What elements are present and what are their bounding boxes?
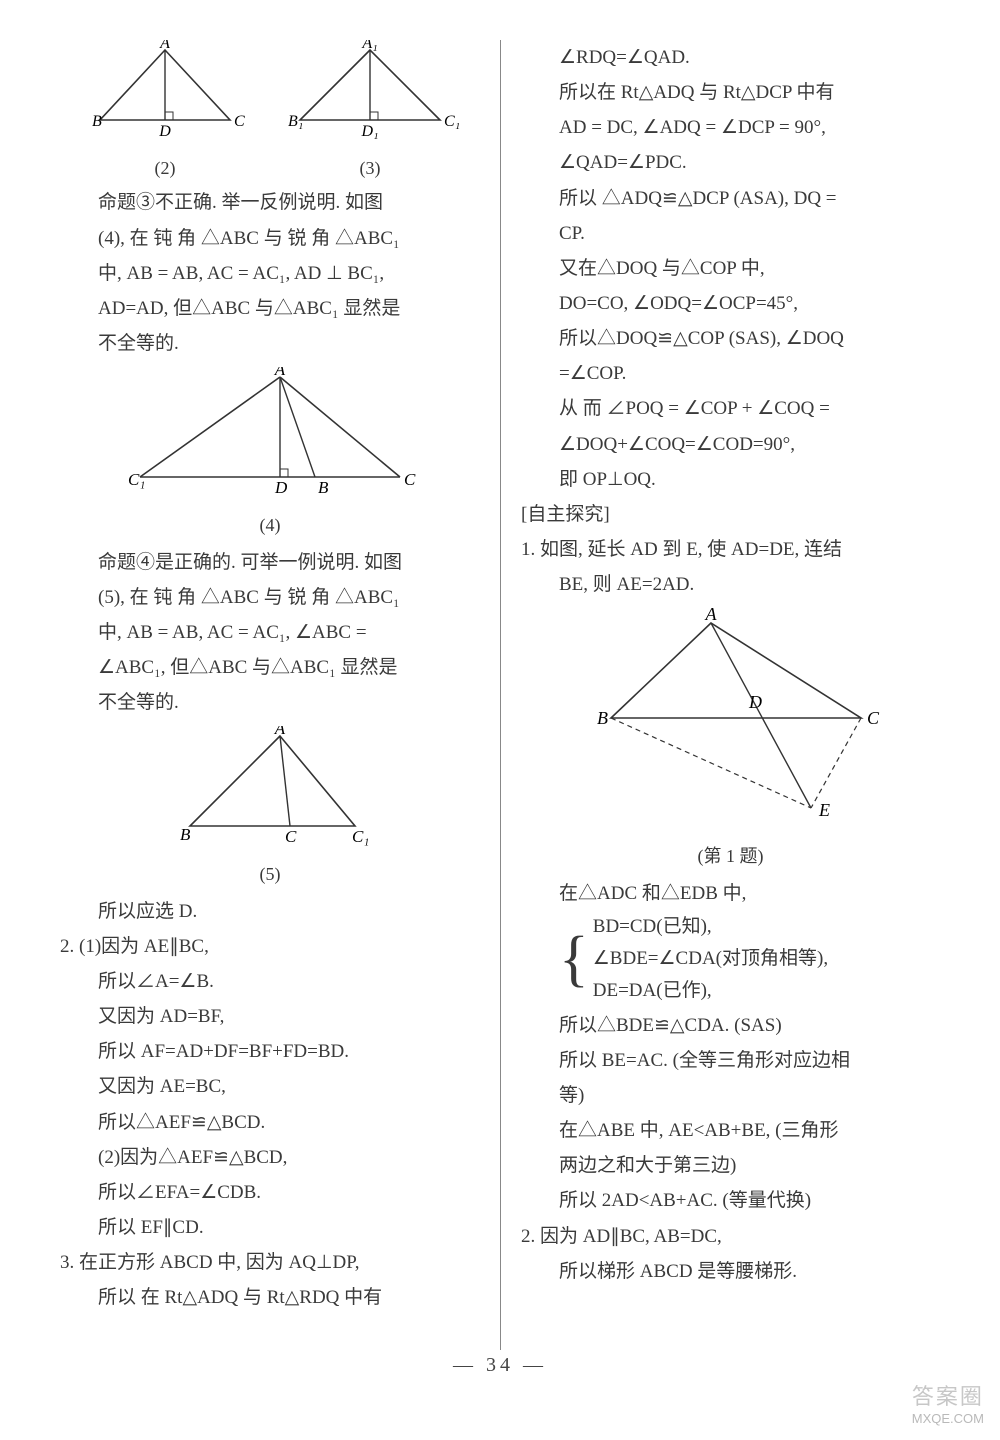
triangle-5-svg: A B C C₁ (160, 726, 380, 846)
svg-text:D: D (158, 123, 171, 140)
svg-text:C: C (867, 708, 880, 728)
page-number: — 34 — (60, 1354, 940, 1377)
figure-3-label: (3) (280, 152, 460, 185)
watermark-line1: 答案圈 (912, 1383, 984, 1412)
para-prop3-4: AD=AD, 但△ABC 与△ABC₁ 显然是 (60, 291, 480, 326)
rq1-line5: 所以 BE=AC. (全等三角形对应边相 (521, 1043, 940, 1078)
svg-text:B: B (597, 708, 608, 728)
para-prop3-3: 中, AB = AB, AC = AC₁, AD ⊥ BC₁, (60, 256, 480, 291)
r-line7: 又在△DOQ 与△COP 中, (521, 251, 940, 286)
r-line8: DO=CO, ∠ODQ=∠OCP=45°, (521, 286, 940, 321)
svg-text:A₁: A₁ (361, 40, 377, 52)
rq1-line3: 在△ADC 和△EDB 中, (521, 876, 940, 911)
left-column: A B C D (2) A₁ B₁ C₁ D₁ (60, 40, 500, 1350)
rq1-line1: 1. 如图, 延长 AD 到 E, 使 AD=DE, 连结 (521, 532, 940, 567)
triangle-2-svg: A B C D (80, 40, 250, 140)
r-line10: =∠COP. (521, 356, 940, 391)
q2-line5: 又因为 AE=BC, (60, 1069, 480, 1104)
right-column: ∠RDQ=∠QAD. 所以在 Rt△ADQ 与 Rt△DCP 中有 AD = D… (500, 40, 940, 1350)
r-line6: CP. (521, 216, 940, 251)
rq1-line2: BE, 则 AE=2AD. (521, 567, 940, 602)
page: A B C D (2) A₁ B₁ C₁ D₁ (0, 0, 1000, 1440)
svg-text:A: A (274, 726, 286, 738)
svg-text:B: B (92, 113, 102, 130)
figure-4-label: (4) (60, 509, 480, 542)
figure-5: A B C C₁ (5) (60, 726, 480, 891)
watermark: 答案圈 MXQE.COM (912, 1383, 984, 1428)
svg-text:C: C (285, 827, 297, 846)
r-line9: 所以△DOQ≌△COP (SAS), ∠DOQ (521, 321, 940, 356)
svg-text:D₁: D₁ (360, 123, 378, 140)
rq1-line4: 所以△BDE≌△CDA. (SAS) (521, 1008, 940, 1043)
case-lines: BD=CD(已知), ∠BDE=∠CDA(对顶角相等), DE=DA(已作), (593, 911, 828, 1008)
r-line11: 从 而 ∠POQ = ∠COP + ∠COQ = (521, 391, 940, 426)
q3-line1: 3. 在正方形 ABCD 中, 因为 AQ⊥DP, (60, 1245, 480, 1280)
svg-text:A: A (274, 367, 286, 379)
figure-2-label: (2) (80, 152, 250, 185)
q2-line1: 2. (1)因为 AE∥BC, (60, 929, 480, 964)
case-3: DE=DA(已作), (593, 975, 828, 1007)
columns: A B C D (2) A₁ B₁ C₁ D₁ (60, 40, 940, 1350)
para-prop3-2: (4), 在 钝 角 △ABC 与 锐 角 △ABC₁ (60, 221, 480, 256)
q2-line2: 所以∠A=∠B. (60, 964, 480, 999)
svg-text:C₁: C₁ (352, 827, 369, 846)
q2-line4: 所以 AF=AD+DF=BF+FD=BD. (60, 1034, 480, 1069)
svg-text:C₁: C₁ (444, 113, 460, 130)
figure-q1-label: (第 1 题) (521, 840, 940, 873)
figure-2: A B C D (2) (80, 40, 250, 185)
r-line3: AD = DC, ∠ADQ = ∠DCP = 90°, (521, 110, 940, 145)
para-prop4-4: ∠ABC₁, 但△ABC 与△ABC₁ 显然是 (60, 650, 480, 685)
triangle-3-svg: A₁ B₁ C₁ D₁ (280, 40, 460, 140)
figure-2-3-row: A B C D (2) A₁ B₁ C₁ D₁ (60, 40, 480, 185)
r-line1: ∠RDQ=∠QAD. (521, 40, 940, 75)
q2-line6: 所以△AEF≌△BCD. (60, 1105, 480, 1140)
svg-text:A: A (704, 608, 717, 624)
rq1-line6: 等) (521, 1078, 940, 1113)
rq2-line1: 2. 因为 AD∥BC, AB=DC, (521, 1219, 940, 1254)
svg-text:D: D (748, 692, 762, 712)
rq1-line7: 在△ABE 中, AE<AB+BE, (三角形 (521, 1113, 940, 1148)
q2-line8: 所以∠EFA=∠CDB. (60, 1175, 480, 1210)
case-2: ∠BDE=∠CDA(对顶角相等), (593, 943, 828, 975)
para-prop4-5: 不全等的. (60, 685, 480, 720)
triangle-q1-svg: A B C D E (571, 608, 891, 828)
q2-line3: 又因为 AD=BF, (60, 999, 480, 1034)
case-system: { BD=CD(已知), ∠BDE=∠CDA(对顶角相等), DE=DA(已作)… (521, 911, 940, 1008)
para-prop3-5: 不全等的. (60, 326, 480, 361)
watermark-line2: MXQE.COM (912, 1411, 984, 1428)
para-prop3-1: 命题③不正确. 举一反例说明. 如图 (60, 185, 480, 220)
svg-text:C: C (234, 113, 245, 130)
brace-icon: { (559, 928, 589, 990)
svg-text:B: B (318, 478, 329, 497)
figure-4: A C₁ D B C (4) (60, 367, 480, 542)
svg-text:B₁: B₁ (288, 113, 303, 130)
svg-text:B: B (180, 825, 191, 844)
r-line12: ∠DOQ+∠COQ=∠COD=90°, (521, 427, 940, 462)
figure-3: A₁ B₁ C₁ D₁ (3) (280, 40, 460, 185)
rq1-line8: 两边之和大于第三边) (521, 1148, 940, 1183)
svg-text:C: C (404, 470, 416, 489)
section-self-explore: [自主探究] (521, 497, 940, 532)
figure-q1: A B C D E (第 1 题) (521, 608, 940, 873)
svg-text:D: D (274, 478, 288, 497)
rq1-line9: 所以 2AD<AB+AC. (等量代换) (521, 1183, 940, 1218)
figure-5-label: (5) (60, 858, 480, 891)
svg-text:C₁: C₁ (128, 470, 145, 489)
r-line2: 所以在 Rt△ADQ 与 Rt△DCP 中有 (521, 75, 940, 110)
r-line13: 即 OP⊥OQ. (521, 462, 940, 497)
svg-text:A: A (159, 40, 170, 52)
r-line4: ∠QAD=∠PDC. (521, 145, 940, 180)
para-prop4-1: 命题④是正确的. 可举一例说明. 如图 (60, 545, 480, 580)
case-1: BD=CD(已知), (593, 911, 828, 943)
r-line5: 所以 △ADQ≌△DCP (ASA), DQ = (521, 181, 940, 216)
q2-line7: (2)因为△AEF≌△BCD, (60, 1140, 480, 1175)
q2-line9: 所以 EF∥CD. (60, 1210, 480, 1245)
para-prop4-2: (5), 在 钝 角 △ABC 与 锐 角 △ABC₁ (60, 580, 480, 615)
q3-line2: 所以 在 Rt△ADQ 与 Rt△RDQ 中有 (60, 1280, 480, 1315)
triangle-4-svg: A C₁ D B C (120, 367, 420, 497)
para-prop4-3: 中, AB = AB, AC = AC₁, ∠ABC = (60, 615, 480, 650)
svg-text:E: E (818, 800, 830, 820)
conclusion-d: 所以应选 D. (60, 894, 480, 929)
rq2-line2: 所以梯形 ABCD 是等腰梯形. (521, 1254, 940, 1289)
